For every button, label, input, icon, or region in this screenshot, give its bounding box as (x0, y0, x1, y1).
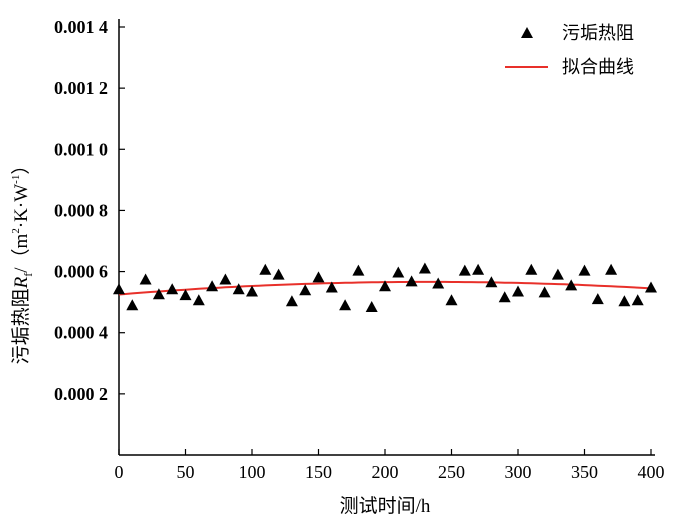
data-point-triangle (206, 280, 219, 292)
data-point-triangle (392, 266, 405, 278)
x-tick-label: 100 (239, 462, 266, 482)
legend-triangle-marker (521, 27, 533, 38)
data-point-triangle (272, 268, 285, 280)
y-tick-label: 0.001 2 (54, 78, 108, 98)
y-axis-label: 污垢热阻Rf/（m2·K·W-1） (10, 156, 35, 365)
data-point-triangle (139, 273, 152, 285)
data-point-triangle (445, 294, 458, 306)
data-point-triangle (325, 281, 338, 293)
data-point-triangle (219, 273, 232, 285)
x-tick-label: 0 (115, 462, 124, 482)
data-point-triangle (618, 295, 631, 307)
data-point-triangle (578, 264, 591, 276)
data-point-triangle (432, 277, 445, 289)
data-marks (113, 262, 657, 313)
data-point-triangle (591, 293, 604, 305)
x-tick-label: 200 (372, 462, 399, 482)
data-point-triangle (166, 283, 179, 295)
data-point-triangle (525, 263, 538, 275)
data-point-triangle (246, 285, 258, 297)
data-point-triangle (498, 291, 511, 303)
x-tick-label: 50 (177, 462, 195, 482)
data-point-triangle (551, 268, 564, 280)
x-tick-label: 250 (438, 462, 465, 482)
data-point-triangle (418, 262, 431, 274)
data-point-triangle (379, 280, 391, 292)
data-point-triangle (152, 288, 165, 300)
y-tick-label: 0.000 8 (54, 200, 108, 220)
data-point-triangle (299, 284, 312, 296)
x-axis-label: 测试时间/h (340, 495, 431, 517)
legend-label-fit: 拟合曲线 (562, 57, 634, 77)
data-point-triangle (259, 263, 272, 275)
data-point-triangle (339, 299, 352, 311)
data-point-triangle (126, 299, 139, 311)
y-tick-label: 0.000 2 (54, 384, 108, 404)
data-point-triangle (565, 279, 578, 291)
data-point-triangle (113, 283, 125, 295)
x-tick-label: 350 (571, 462, 598, 482)
y-tick-label: 0.000 6 (54, 262, 108, 282)
y-tick-label: 0.001 4 (54, 17, 108, 37)
y-tick-label: 0.001 0 (54, 139, 108, 159)
y-tick-label: 0.000 4 (54, 323, 108, 343)
x-tick-label: 150 (305, 462, 332, 482)
data-point-triangle (192, 294, 205, 306)
data-point-triangle (605, 263, 618, 275)
data-point-triangle (645, 281, 657, 293)
data-point-triangle (312, 271, 325, 283)
x-tick-label: 300 (505, 462, 532, 482)
x-tick-label: 400 (638, 462, 665, 482)
data-point-triangle (285, 295, 298, 307)
data-point-triangle (512, 285, 524, 297)
data-point-triangle (405, 275, 418, 287)
data-point-triangle (179, 289, 192, 301)
axes: 0 50 100 150 200 250 300 350 400 0.000 2 0.000 4 0.… (54, 17, 665, 482)
data-point-triangle (458, 264, 471, 276)
data-point-triangle (631, 294, 644, 306)
data-point-triangle (538, 286, 551, 298)
data-point-triangle (352, 264, 365, 276)
legend: 污垢热阻 拟合曲线 (505, 23, 634, 77)
data-point-triangle (365, 301, 378, 313)
data-point-triangle (232, 283, 245, 295)
legend-label-scatter: 污垢热阻 (562, 23, 634, 43)
data-point-triangle (472, 263, 485, 275)
data-point-triangle (485, 276, 498, 288)
